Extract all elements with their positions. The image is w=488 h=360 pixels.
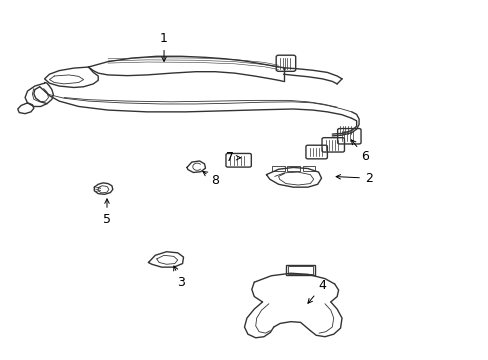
Bar [272, 166, 285, 171]
Text: 4: 4 [307, 279, 326, 303]
Text: 3: 3 [173, 266, 184, 289]
Text: 7: 7 [225, 151, 240, 164]
Text: 6: 6 [350, 140, 368, 163]
Bar [286, 166, 299, 171]
Text: 8: 8 [203, 171, 219, 186]
Text: 1: 1 [160, 32, 168, 61]
Text: 2: 2 [335, 172, 372, 185]
Text: 5: 5 [103, 199, 111, 226]
Bar [288, 266, 312, 274]
Bar [302, 166, 315, 171]
Bar [285, 265, 315, 275]
